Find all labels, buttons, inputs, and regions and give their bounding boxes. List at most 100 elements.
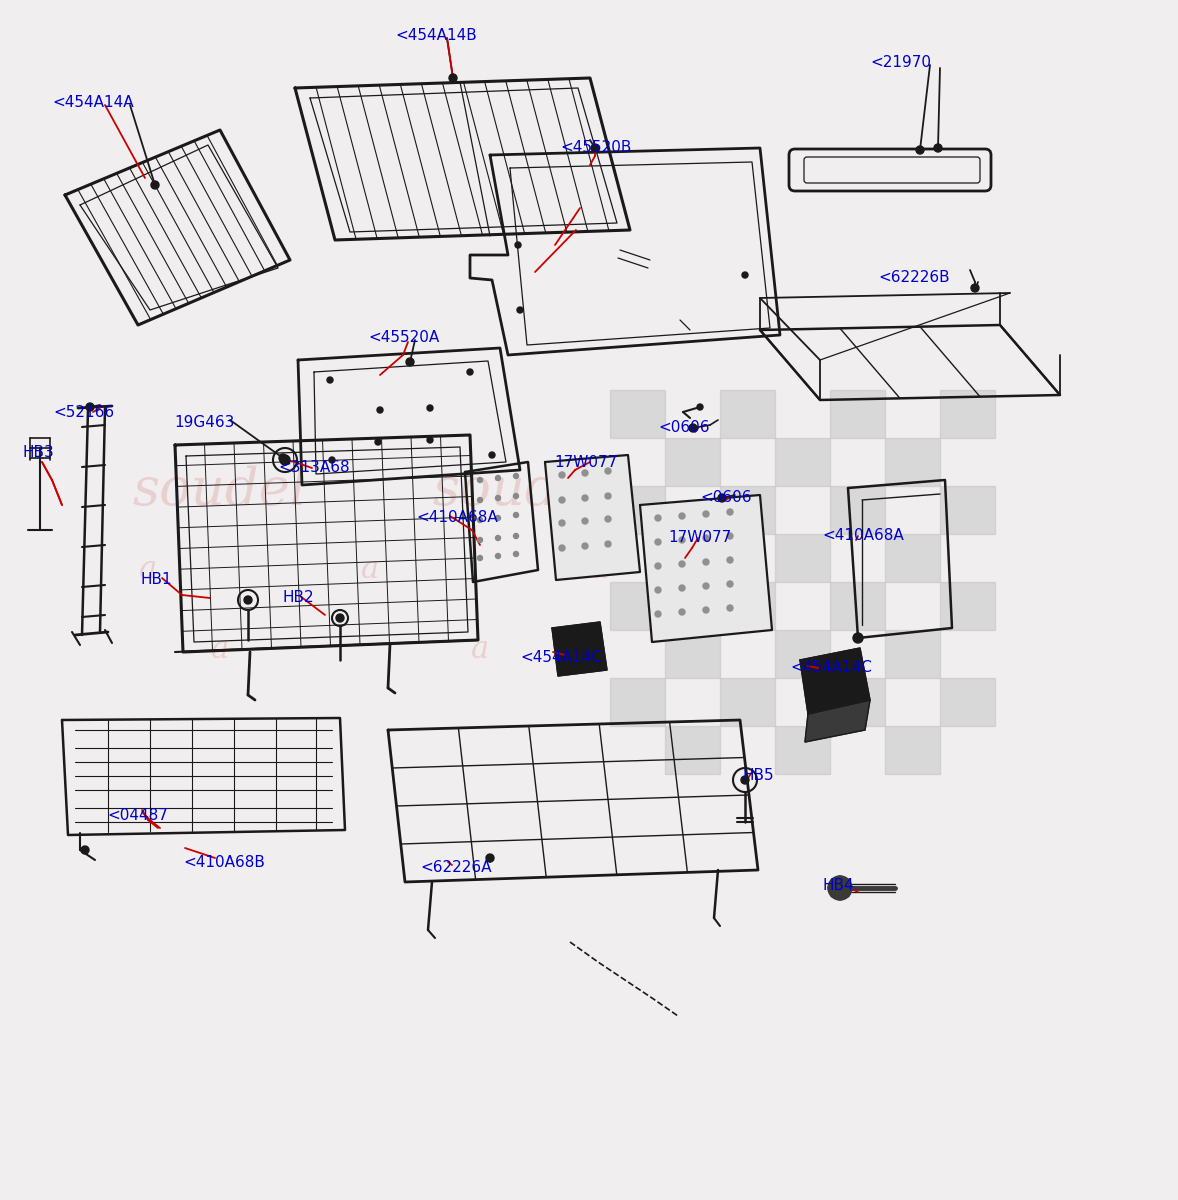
- Circle shape: [679, 538, 684, 542]
- Circle shape: [843, 884, 852, 892]
- Bar: [940, 582, 995, 630]
- Text: a: a: [139, 554, 157, 586]
- Circle shape: [151, 181, 159, 188]
- Circle shape: [477, 478, 483, 482]
- Bar: [666, 630, 720, 678]
- Circle shape: [841, 878, 849, 887]
- Text: a: a: [360, 554, 379, 586]
- Circle shape: [496, 535, 501, 540]
- Circle shape: [406, 358, 413, 366]
- Circle shape: [560, 520, 565, 526]
- Text: HB1: HB1: [140, 572, 172, 587]
- Text: HB2: HB2: [283, 590, 315, 605]
- Circle shape: [703, 583, 709, 589]
- Circle shape: [86, 403, 94, 410]
- Circle shape: [582, 518, 588, 524]
- Text: HB4: HB4: [822, 878, 854, 893]
- Bar: [720, 486, 775, 534]
- Text: soudel: soudel: [133, 464, 307, 516]
- Bar: [885, 438, 940, 486]
- Text: a: a: [211, 635, 229, 666]
- Text: <21970: <21970: [871, 55, 931, 70]
- Bar: [830, 390, 885, 438]
- Text: a: a: [591, 554, 609, 586]
- Circle shape: [466, 370, 474, 374]
- FancyBboxPatch shape: [805, 157, 980, 182]
- Text: a: a: [471, 635, 489, 666]
- Circle shape: [655, 515, 661, 521]
- Circle shape: [514, 512, 518, 517]
- Text: <454A14C: <454A14C: [790, 660, 872, 674]
- Circle shape: [655, 563, 661, 569]
- Text: <0606: <0606: [700, 490, 752, 505]
- Circle shape: [679, 608, 684, 614]
- Text: <454A14B: <454A14B: [395, 28, 477, 43]
- Circle shape: [703, 535, 709, 541]
- Circle shape: [514, 493, 518, 498]
- Circle shape: [679, 514, 684, 518]
- Text: <454A14A: <454A14A: [52, 95, 133, 110]
- Circle shape: [426, 437, 434, 443]
- Text: 17W077: 17W077: [554, 455, 617, 470]
- Circle shape: [741, 776, 749, 784]
- Circle shape: [655, 587, 661, 593]
- Circle shape: [517, 307, 523, 313]
- Circle shape: [560, 472, 565, 478]
- Circle shape: [496, 516, 501, 521]
- Circle shape: [496, 475, 501, 480]
- Circle shape: [655, 539, 661, 545]
- Circle shape: [727, 605, 733, 611]
- Circle shape: [727, 557, 733, 563]
- Circle shape: [605, 516, 611, 522]
- Circle shape: [477, 538, 483, 542]
- Circle shape: [487, 854, 494, 862]
- Bar: [775, 534, 830, 582]
- Circle shape: [697, 404, 703, 410]
- Circle shape: [742, 272, 748, 278]
- Bar: [885, 726, 940, 774]
- Circle shape: [279, 454, 287, 462]
- Bar: [610, 486, 666, 534]
- Circle shape: [605, 541, 611, 547]
- Bar: [666, 726, 720, 774]
- Polygon shape: [545, 455, 640, 580]
- Circle shape: [828, 884, 836, 892]
- Text: 17W077: 17W077: [668, 530, 732, 545]
- Polygon shape: [800, 648, 871, 714]
- Bar: [940, 390, 995, 438]
- Circle shape: [449, 74, 457, 82]
- Circle shape: [514, 474, 518, 479]
- Circle shape: [496, 553, 501, 558]
- Bar: [666, 534, 720, 582]
- Circle shape: [582, 542, 588, 550]
- Circle shape: [703, 607, 709, 613]
- Bar: [610, 582, 666, 630]
- Circle shape: [719, 494, 726, 502]
- Polygon shape: [805, 700, 871, 742]
- Circle shape: [841, 889, 849, 898]
- Circle shape: [514, 552, 518, 557]
- Circle shape: [560, 545, 565, 551]
- Text: <0606: <0606: [659, 420, 709, 434]
- Bar: [940, 678, 995, 726]
- Circle shape: [689, 424, 697, 432]
- Circle shape: [336, 614, 344, 622]
- Circle shape: [426, 404, 434, 410]
- Bar: [830, 582, 885, 630]
- Circle shape: [605, 493, 611, 499]
- Bar: [830, 678, 885, 726]
- Circle shape: [679, 560, 684, 566]
- Circle shape: [280, 455, 290, 464]
- Circle shape: [81, 846, 90, 854]
- Bar: [610, 390, 666, 438]
- Circle shape: [582, 470, 588, 476]
- Circle shape: [605, 468, 611, 474]
- Circle shape: [514, 534, 518, 539]
- FancyBboxPatch shape: [789, 149, 991, 191]
- Circle shape: [591, 144, 598, 152]
- Bar: [775, 438, 830, 486]
- Bar: [885, 630, 940, 678]
- Circle shape: [836, 892, 843, 900]
- Text: <52166: <52166: [53, 404, 114, 420]
- Circle shape: [477, 517, 483, 522]
